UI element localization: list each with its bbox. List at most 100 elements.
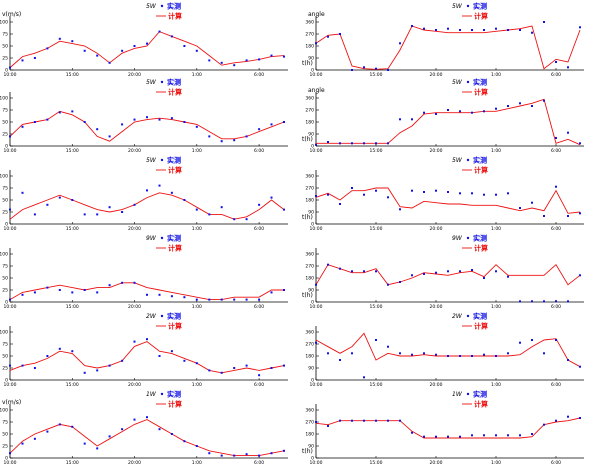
observed-point: [121, 428, 124, 431]
observed-point: [447, 270, 449, 273]
y-tick-label: 180: [305, 432, 314, 438]
observed-point: [21, 125, 24, 128]
y-tick-label: 360: [305, 408, 314, 414]
station-label: 5W: [452, 79, 463, 86]
x-tick-label: 20:00: [128, 72, 141, 78]
observed-point: [483, 434, 485, 437]
observed-point: [283, 208, 285, 211]
y-tick-label: 0: [5, 68, 8, 74]
observed-point: [183, 121, 186, 123]
observed-point: [315, 421, 317, 423]
observed-point: [170, 433, 173, 435]
observed-point: [183, 45, 186, 47]
legend-observed-marker: [466, 158, 470, 162]
y-axis-label: angle: [308, 11, 325, 18]
y-tick-label: 100: [0, 330, 8, 336]
y-tick-label: 75: [2, 342, 8, 348]
observed-point: [258, 454, 261, 457]
observed-point: [283, 55, 285, 58]
observed-point: [387, 283, 389, 286]
observed-point: [83, 371, 86, 374]
observed-point: [507, 105, 509, 107]
y-tick-label: 360: [305, 252, 314, 258]
observed-point: [58, 347, 61, 350]
legend-observed-label: 实测: [167, 2, 181, 11]
y-tick-label: 90: [308, 288, 314, 294]
observed-point: [459, 110, 461, 113]
observed-point: [399, 118, 401, 121]
observed-point: [495, 27, 497, 30]
y-tick-label: 360: [305, 96, 314, 102]
observed-point: [158, 293, 161, 296]
observed-point: [399, 42, 401, 45]
observed-point: [471, 111, 473, 114]
observed-point: [270, 54, 273, 57]
x-tick-label: 15:00: [370, 226, 383, 232]
observed-point: [33, 291, 36, 294]
observed-point: [195, 445, 198, 447]
y-tick-label: 270: [305, 264, 314, 270]
x-tick-label: 10:00: [310, 72, 323, 78]
observed-point: [459, 29, 461, 31]
legend-observed-label: 实测: [473, 2, 487, 11]
station-label: 1W: [452, 391, 463, 398]
observed-point: [121, 49, 124, 52]
observed-point: [33, 121, 36, 123]
station-label: 5W: [452, 157, 463, 164]
y-tick-label: 100: [0, 20, 8, 26]
y-axis-label: angle: [308, 87, 325, 94]
observed-point: [233, 454, 236, 457]
observed-point: [315, 42, 317, 45]
computed-series-line: [9, 282, 284, 301]
observed-point: [507, 275, 509, 278]
observed-point: [399, 281, 401, 283]
observed-point: [9, 208, 11, 211]
observed-point: [531, 201, 533, 204]
legend-observed-label: 实测: [473, 390, 487, 399]
observed-point: [158, 428, 161, 431]
legend-observed-marker: [160, 80, 164, 84]
observed-point: [411, 189, 413, 192]
y-tick-label: 75: [2, 264, 8, 270]
observed-point: [121, 211, 124, 213]
y-tick-label: 270: [305, 342, 314, 348]
chart-panel-12: 0 90 180 270 360 10:00 15:00 20:00 1:00 6:00 t(h) 1…: [302, 390, 584, 466]
observed-point: [579, 274, 581, 277]
observed-point: [46, 47, 49, 50]
x-tick-label: 20:00: [128, 382, 141, 388]
observed-point: [33, 213, 36, 216]
x-tick-label: 6:00: [551, 382, 561, 388]
observed-point: [108, 61, 111, 64]
station-label: 2W: [146, 313, 157, 320]
observed-point: [21, 442, 24, 445]
y-tick-label: 100: [0, 174, 8, 180]
y-tick-label: 270: [305, 108, 314, 114]
observed-point: [435, 189, 437, 192]
legend-observed-label: 实测: [167, 78, 181, 87]
y-tick-label: 25: [2, 288, 8, 294]
observed-point: [399, 419, 401, 422]
observed-point: [411, 353, 413, 356]
legend-computed-label: 计算: [474, 12, 488, 21]
observed-point: [471, 269, 473, 271]
observed-point: [435, 271, 437, 274]
observed-point: [435, 435, 437, 438]
observed-point: [146, 189, 148, 192]
y-tick-label: 90: [308, 210, 314, 216]
observed-point: [327, 193, 329, 196]
observed-point: [519, 102, 521, 105]
x-tick-label: 10:00: [4, 148, 17, 154]
observed-point: [220, 371, 223, 374]
x-tick-label: 15:00: [370, 304, 383, 310]
x-tick-label: 1:00: [192, 148, 202, 154]
observed-point: [543, 215, 545, 217]
observed-point: [327, 141, 329, 143]
x-axis-label: t(h): [302, 60, 313, 67]
observed-point: [133, 118, 136, 121]
observed-point: [96, 128, 99, 131]
observed-point: [258, 128, 261, 131]
legend-computed-label: 计算: [474, 88, 488, 97]
x-tick-label: 6:00: [551, 304, 561, 310]
legend-observed-label: 实测: [167, 156, 181, 165]
